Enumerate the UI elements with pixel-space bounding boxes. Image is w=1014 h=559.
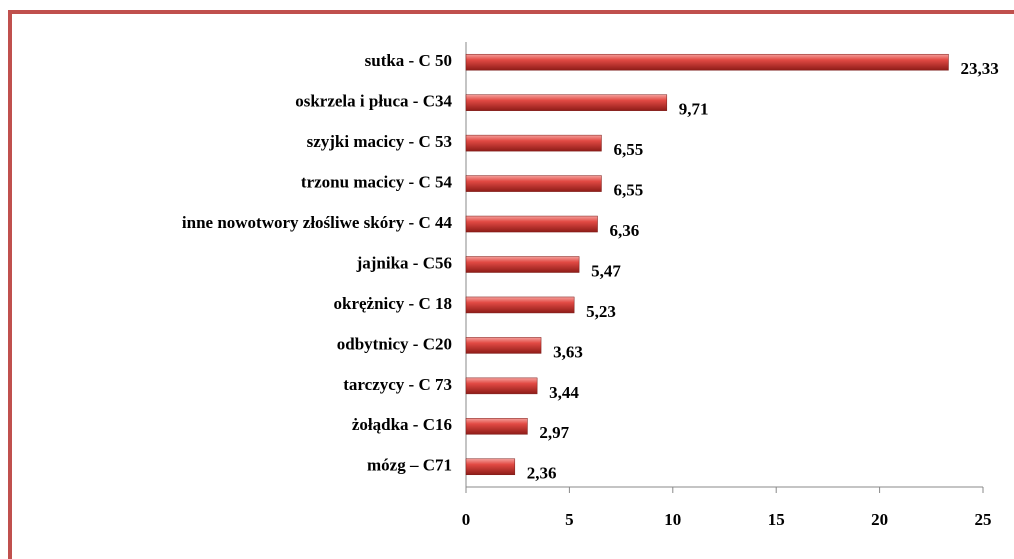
bar (465, 134, 602, 152)
x-tick-label: 15 (768, 510, 785, 529)
bar (465, 418, 528, 435)
bar (465, 175, 602, 192)
bar (465, 377, 538, 395)
data-label: 5,23 (586, 302, 616, 321)
data-label: 2,97 (539, 423, 569, 442)
data-label: 23,33 (960, 59, 998, 78)
bar (465, 94, 668, 111)
data-label: 9,71 (679, 100, 709, 119)
y-tick-label: oskrzela i płuca - C34 (295, 92, 452, 111)
y-tick-label: okrężnicy - C 18 (333, 294, 452, 313)
x-tick-label: 10 (664, 510, 681, 529)
data-label: 6,55 (613, 140, 643, 159)
y-tick-label: inne nowotwory złośliwe skóry - C 44 (182, 213, 453, 232)
bar (465, 337, 542, 354)
bar (465, 215, 598, 233)
y-tick-label: jajnika - C56 (356, 253, 452, 272)
bar (465, 53, 949, 71)
bar (465, 256, 580, 273)
data-label: 3,44 (549, 383, 579, 402)
x-tick-label: 0 (462, 510, 471, 529)
x-tick-label: 20 (871, 510, 888, 529)
y-tick-label: trzonu macicy - C 54 (301, 172, 453, 191)
bar (465, 458, 516, 476)
y-tick-label: sutka - C 50 (365, 51, 452, 70)
y-tick-label: tarczycy - C 73 (343, 375, 452, 394)
data-label: 3,63 (553, 342, 583, 361)
data-label: 6,55 (613, 180, 643, 199)
bar (465, 296, 575, 314)
data-label: 6,36 (610, 221, 640, 240)
x-tick-label: 25 (975, 510, 992, 529)
x-tick-label: 5 (565, 510, 574, 529)
y-tick-label: żołądka - C16 (352, 415, 452, 434)
y-tick-label: szyjki macicy - C 53 (307, 132, 452, 151)
y-tick-label: mózg – C71 (367, 456, 452, 475)
data-label: 5,47 (591, 261, 621, 280)
data-label: 2,36 (527, 464, 557, 483)
y-tick-label: odbytnicy - C20 (337, 334, 452, 353)
